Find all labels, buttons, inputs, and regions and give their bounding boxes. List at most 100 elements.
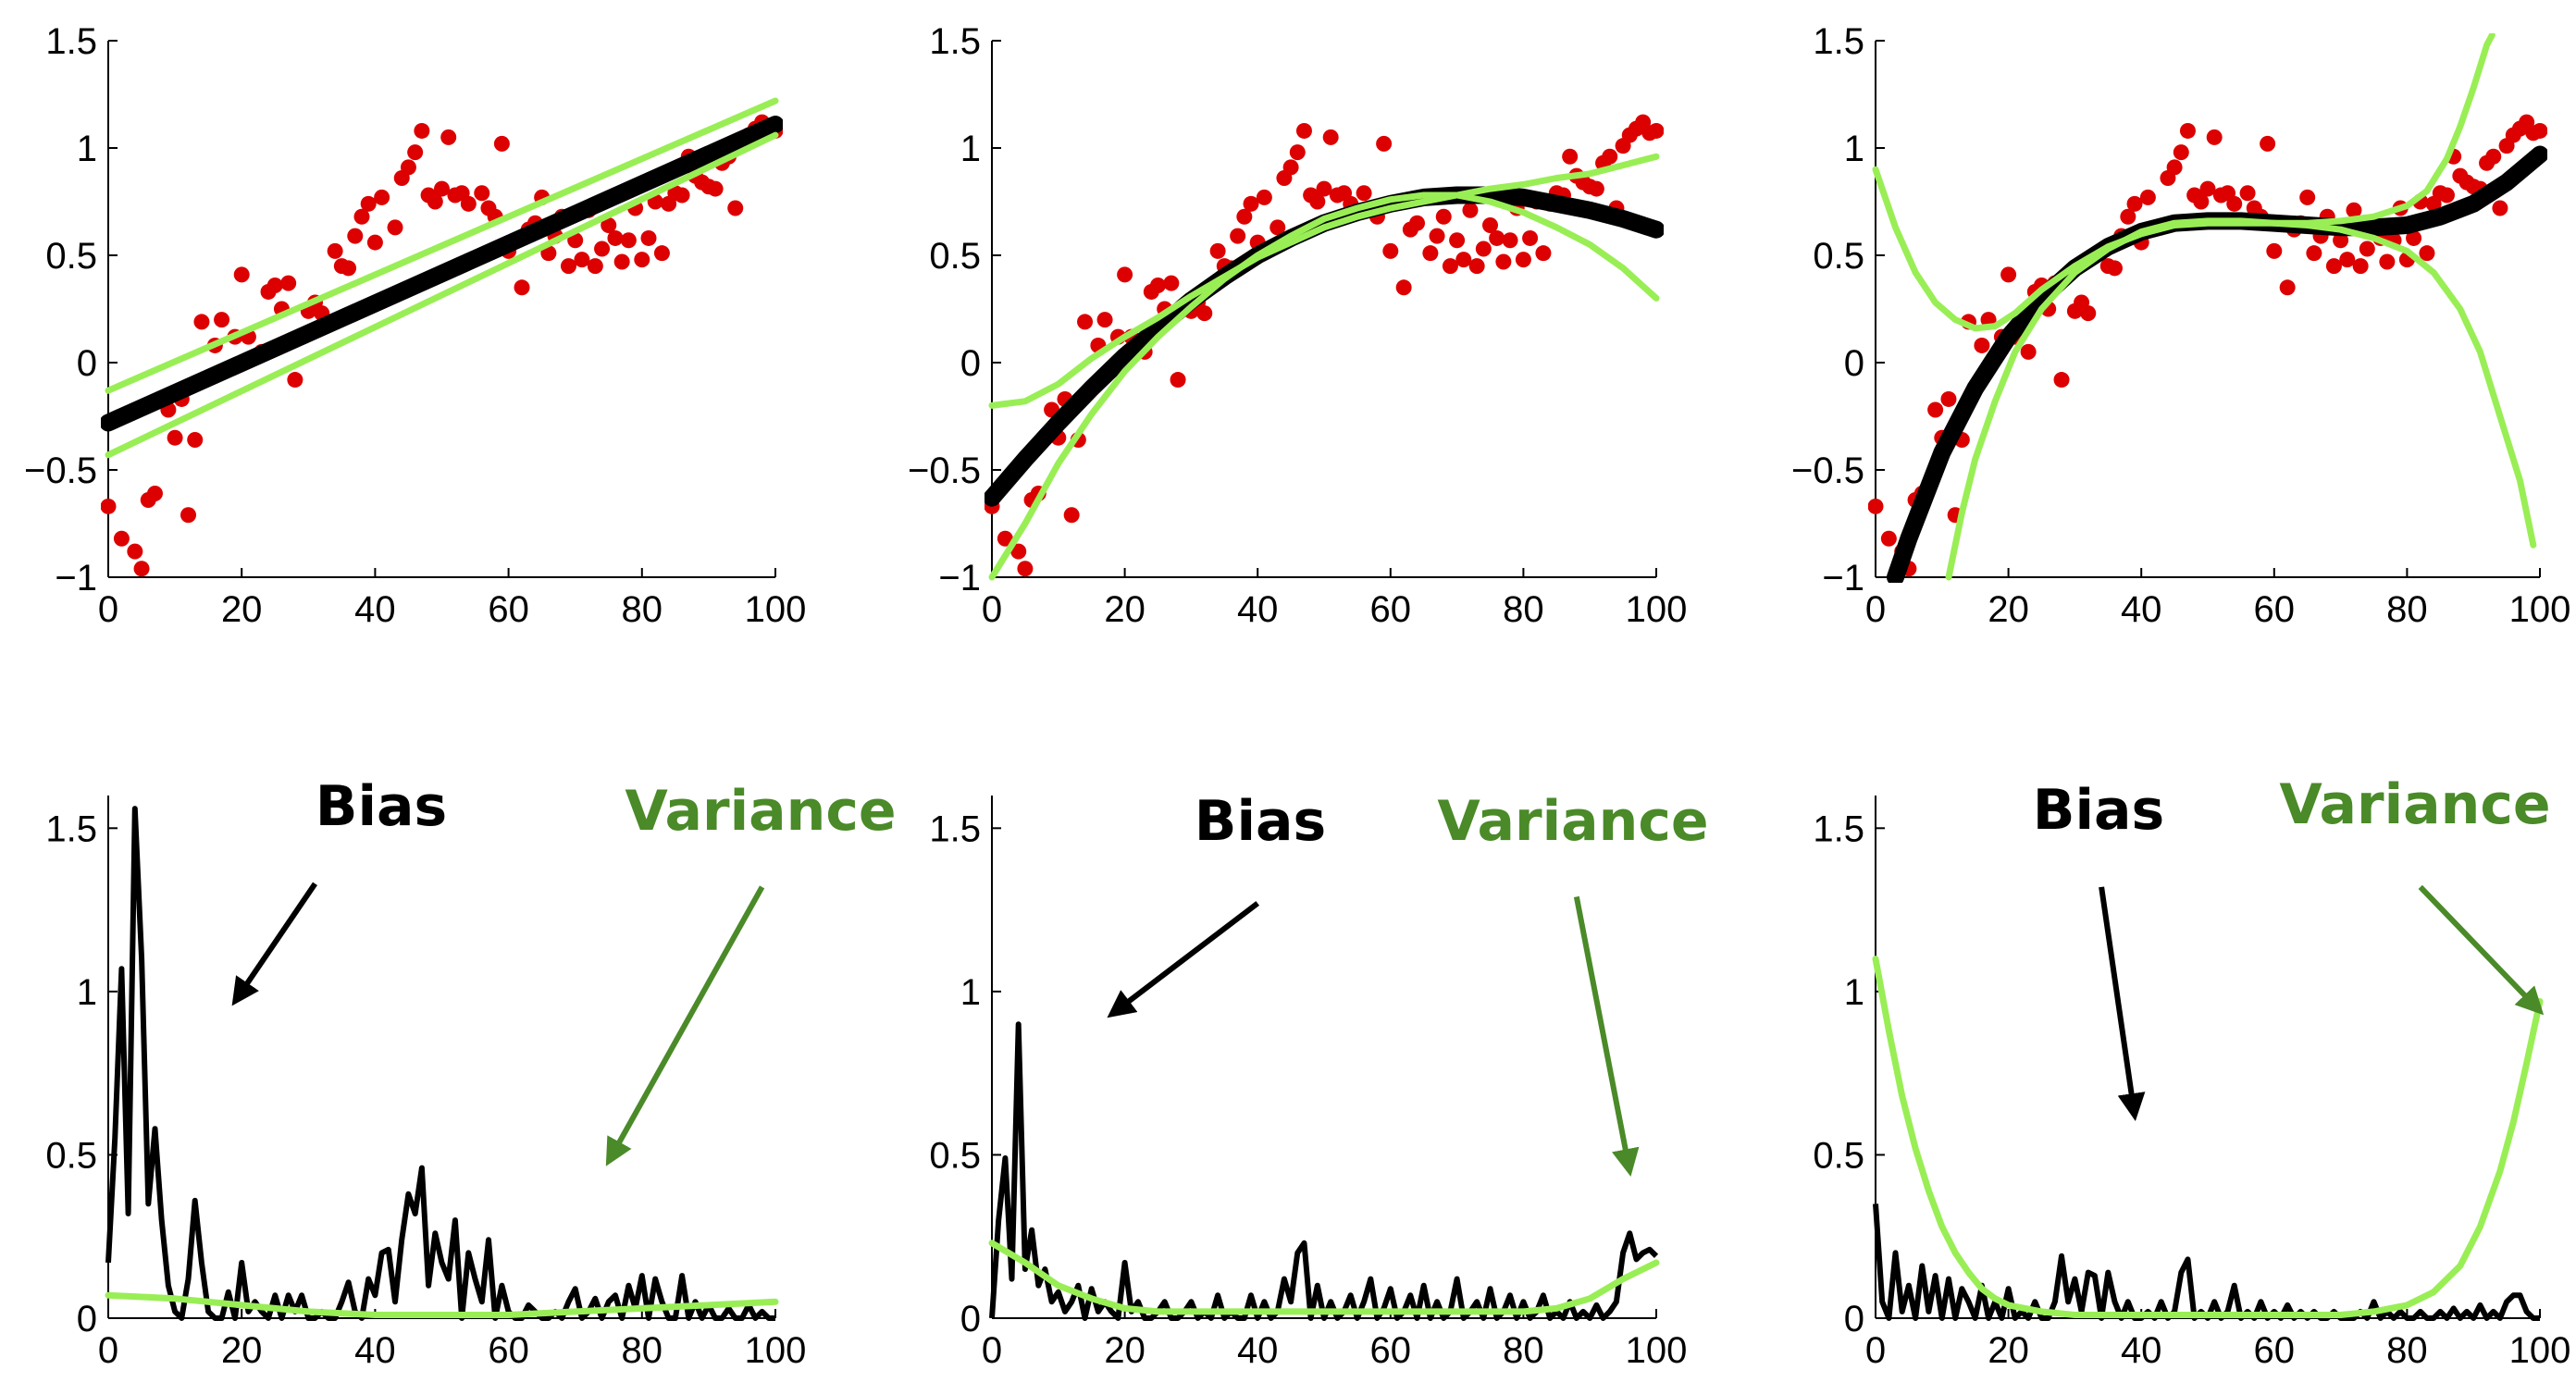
y-tick-label: 1 <box>960 972 981 1013</box>
band-lower-line <box>988 191 1660 581</box>
x-tick-label: 60 <box>2254 589 2296 630</box>
x-tick-label: 20 <box>1988 589 2029 630</box>
x-tick-label: 60 <box>1370 589 1412 630</box>
data-point <box>2299 189 2316 205</box>
data-point <box>2485 148 2502 165</box>
fit-line <box>101 116 783 432</box>
bias-line <box>989 1021 1659 1321</box>
panel-top-3: 0 20 40 60 80 100 −1 −0.5 0 0.5 1 1.5 <box>1791 21 2570 630</box>
plot-area <box>988 1021 1660 1321</box>
data-point <box>2193 193 2210 210</box>
data-point <box>1356 185 1372 202</box>
data-point <box>347 228 364 244</box>
data-point <box>640 229 657 246</box>
data-point <box>266 277 283 293</box>
data-point <box>146 486 163 502</box>
data-point <box>587 258 603 275</box>
data-point <box>653 245 670 262</box>
data-point <box>997 530 1013 547</box>
data-point <box>1880 530 1897 547</box>
variance-line <box>988 1240 1660 1315</box>
data-point <box>460 195 477 212</box>
data-point <box>1422 245 1439 262</box>
data-point <box>707 180 724 197</box>
data-point <box>2020 343 2037 360</box>
data-point <box>1117 266 1133 283</box>
data-point <box>1077 314 1094 330</box>
x-tick-label: 100 <box>1626 1330 1688 1371</box>
panel-bottom-1: 0 20 40 60 80 100 0 0.5 1 1.5 Bias Variance <box>45 774 896 1371</box>
data-point <box>2239 185 2256 202</box>
data-point <box>1562 148 1579 165</box>
data-point <box>1243 195 1259 212</box>
data-point <box>1163 275 1180 291</box>
data-point <box>366 234 383 251</box>
data-point <box>2173 144 2189 161</box>
data-point <box>1322 129 1339 145</box>
x-tick-label: 100 <box>745 1330 807 1371</box>
data-point <box>101 498 117 514</box>
data-point <box>607 229 624 246</box>
data-point <box>2325 258 2342 275</box>
y-tick-label: 1.5 <box>45 808 97 849</box>
x-tick-label: 0 <box>982 589 1002 630</box>
data-point <box>2199 180 2216 197</box>
y-tick-label: −1 <box>1822 558 1864 598</box>
data-point <box>2179 122 2196 139</box>
data-point <box>133 561 150 577</box>
data-point <box>1974 337 1990 353</box>
data-point <box>1522 229 1539 246</box>
data-point <box>1429 228 1445 244</box>
data-point <box>1409 215 1426 231</box>
x-tick-label: 60 <box>488 589 529 630</box>
data-point <box>2306 245 2322 262</box>
band-lower-line <box>1945 217 2537 581</box>
y-tick-label: −1 <box>938 558 981 598</box>
data-point <box>1150 277 1166 293</box>
panel-top-1: 0 20 40 60 80 100 −1 −0.5 0 0.5 1 1.5 <box>24 21 806 630</box>
data-point <box>1588 180 1604 197</box>
data-point <box>1435 208 1452 225</box>
data-point <box>2266 242 2283 259</box>
x-tick-label: 40 <box>2121 589 2162 630</box>
data-point <box>2438 187 2455 204</box>
data-point <box>2126 195 2143 212</box>
data-point <box>1502 232 1518 249</box>
variance-line <box>1872 956 2544 1318</box>
data-point <box>1489 229 1505 246</box>
data-point <box>434 180 450 197</box>
y-tick-label: 1 <box>960 129 981 169</box>
data-point <box>674 187 690 204</box>
variance-arrow <box>2418 884 2545 1016</box>
y-tick-label: −0.5 <box>1791 450 1864 491</box>
x-tick-label: 40 <box>354 1330 396 1371</box>
x-tick-label: 20 <box>221 589 263 630</box>
data-point <box>1170 372 1186 389</box>
data-point <box>327 242 343 259</box>
y-tick-label: 1 <box>1844 972 1864 1013</box>
data-point <box>1063 507 1080 524</box>
data-point <box>2346 202 2362 218</box>
plot-area <box>985 114 1664 581</box>
data-point <box>427 193 443 210</box>
data-point <box>474 185 490 202</box>
data-point <box>2359 241 2375 257</box>
data-point <box>1289 144 1306 161</box>
x-tick-label: 60 <box>488 1330 529 1371</box>
data-point <box>1309 193 1326 210</box>
y-tick-label: 0 <box>77 1299 97 1339</box>
data-point <box>2166 159 2183 176</box>
data-point <box>2333 232 2349 249</box>
y-tick-label: 0.5 <box>1813 236 1864 277</box>
y-tick-label: −1 <box>55 558 97 598</box>
data-point <box>2106 260 2123 277</box>
data-point <box>613 253 630 270</box>
x-tick-label: 100 <box>2509 1330 2571 1371</box>
band-upper-line <box>105 97 779 394</box>
data-point <box>1515 252 1531 268</box>
data-point <box>414 122 430 139</box>
panel-bottom-3: 0 20 40 60 80 100 0 0.5 1 1.5 Bias Variance <box>1813 772 2570 1371</box>
data-point <box>360 195 377 212</box>
y-tick-label: 0 <box>960 1299 981 1339</box>
